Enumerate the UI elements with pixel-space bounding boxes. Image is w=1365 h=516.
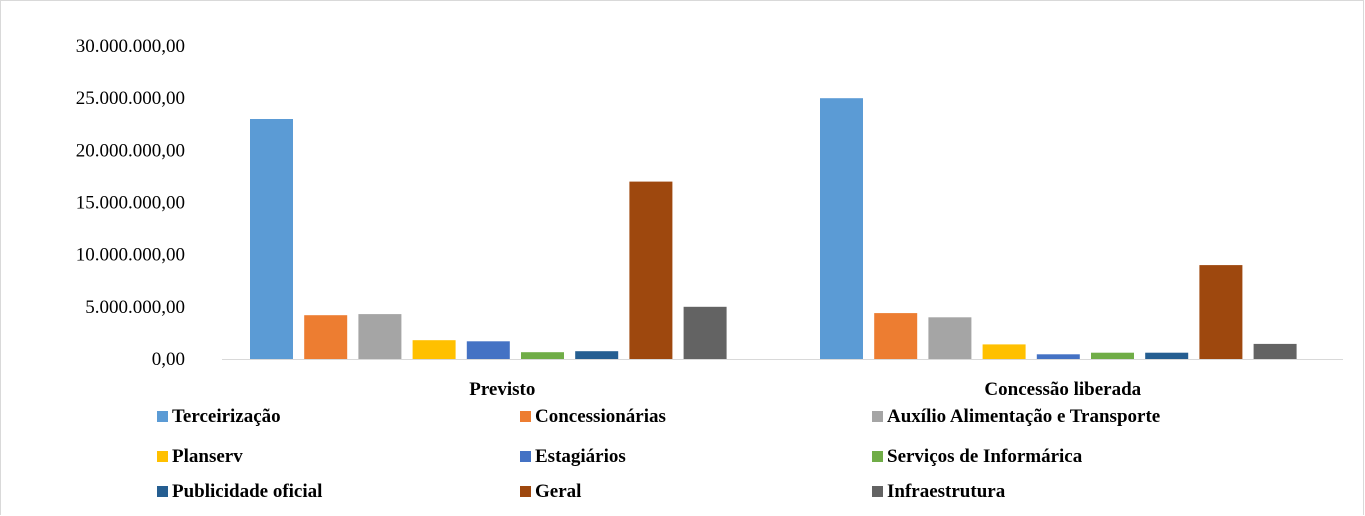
y-tick-label: 20.000.000,00 <box>76 140 185 161</box>
bar <box>412 340 456 359</box>
legend-swatch <box>520 411 531 422</box>
legend-swatch <box>872 411 883 422</box>
legend-label: Planserv <box>172 446 243 467</box>
category-label: Concessão liberada <box>984 379 1141 400</box>
bar <box>928 317 972 359</box>
legend-item: Geral <box>520 481 581 502</box>
legend-swatch <box>157 451 168 462</box>
category-labels: Previsto Concessão liberada <box>469 379 1141 400</box>
bar <box>521 352 564 359</box>
legend-label: Terceirização <box>172 406 281 427</box>
y-tick-label: 0,00 <box>152 349 185 370</box>
legend-label: Geral <box>535 481 581 502</box>
legend-swatch <box>872 486 883 497</box>
y-tick-label: 25.000.000,00 <box>76 88 185 109</box>
legend-item: Serviços de Informárica <box>872 446 1083 467</box>
legend-swatch <box>872 451 883 462</box>
bar <box>820 98 863 359</box>
category-label: Previsto <box>469 379 535 400</box>
y-axis-tick-labels: 0,00 5.000.000,00 10.000.000,00 15.000.000,… <box>76 36 185 370</box>
bar <box>575 351 619 359</box>
legend-label: Infraestrutura <box>887 481 1006 502</box>
bar <box>1199 265 1243 359</box>
legend-item: Planserv <box>157 446 243 467</box>
legend-label: Auxílio Alimentação e Transporte <box>887 406 1160 427</box>
bar <box>629 181 673 359</box>
legend-item: Auxílio Alimentação e Transporte <box>872 406 1160 427</box>
bars-group <box>250 98 1297 359</box>
legend-item: Publicidade oficial <box>157 481 322 502</box>
bar <box>358 314 402 359</box>
legend-item: Terceirização <box>157 406 281 427</box>
bar <box>982 344 1026 359</box>
bar <box>874 313 918 359</box>
bar <box>466 341 510 359</box>
legend-item: Concessionárias <box>520 406 666 427</box>
bar <box>304 315 348 359</box>
legend-label: Concessionárias <box>535 406 666 427</box>
legend-label: Estagiários <box>535 446 626 467</box>
legend-item: Infraestrutura <box>872 481 1006 502</box>
legend-label: Publicidade oficial <box>172 481 322 502</box>
y-tick-label: 15.000.000,00 <box>76 193 185 214</box>
bar <box>1091 352 1134 359</box>
bar <box>1036 354 1080 359</box>
y-tick-label: 5.000.000,00 <box>85 297 185 318</box>
bar <box>1253 343 1297 359</box>
legend-label: Serviços de Informárica <box>887 446 1083 467</box>
legend-swatch <box>157 486 168 497</box>
y-tick-label: 10.000.000,00 <box>76 245 185 266</box>
legend: Terceirização Concessionárias Auxílio Alim… <box>157 406 1160 502</box>
legend-swatch <box>520 451 531 462</box>
legend-swatch <box>520 486 531 497</box>
bar <box>250 119 293 359</box>
bar <box>683 306 727 359</box>
bar <box>1145 352 1189 359</box>
legend-swatch <box>157 411 168 422</box>
y-tick-label: 30.000.000,00 <box>76 36 185 57</box>
legend-item: Estagiários <box>520 446 626 467</box>
